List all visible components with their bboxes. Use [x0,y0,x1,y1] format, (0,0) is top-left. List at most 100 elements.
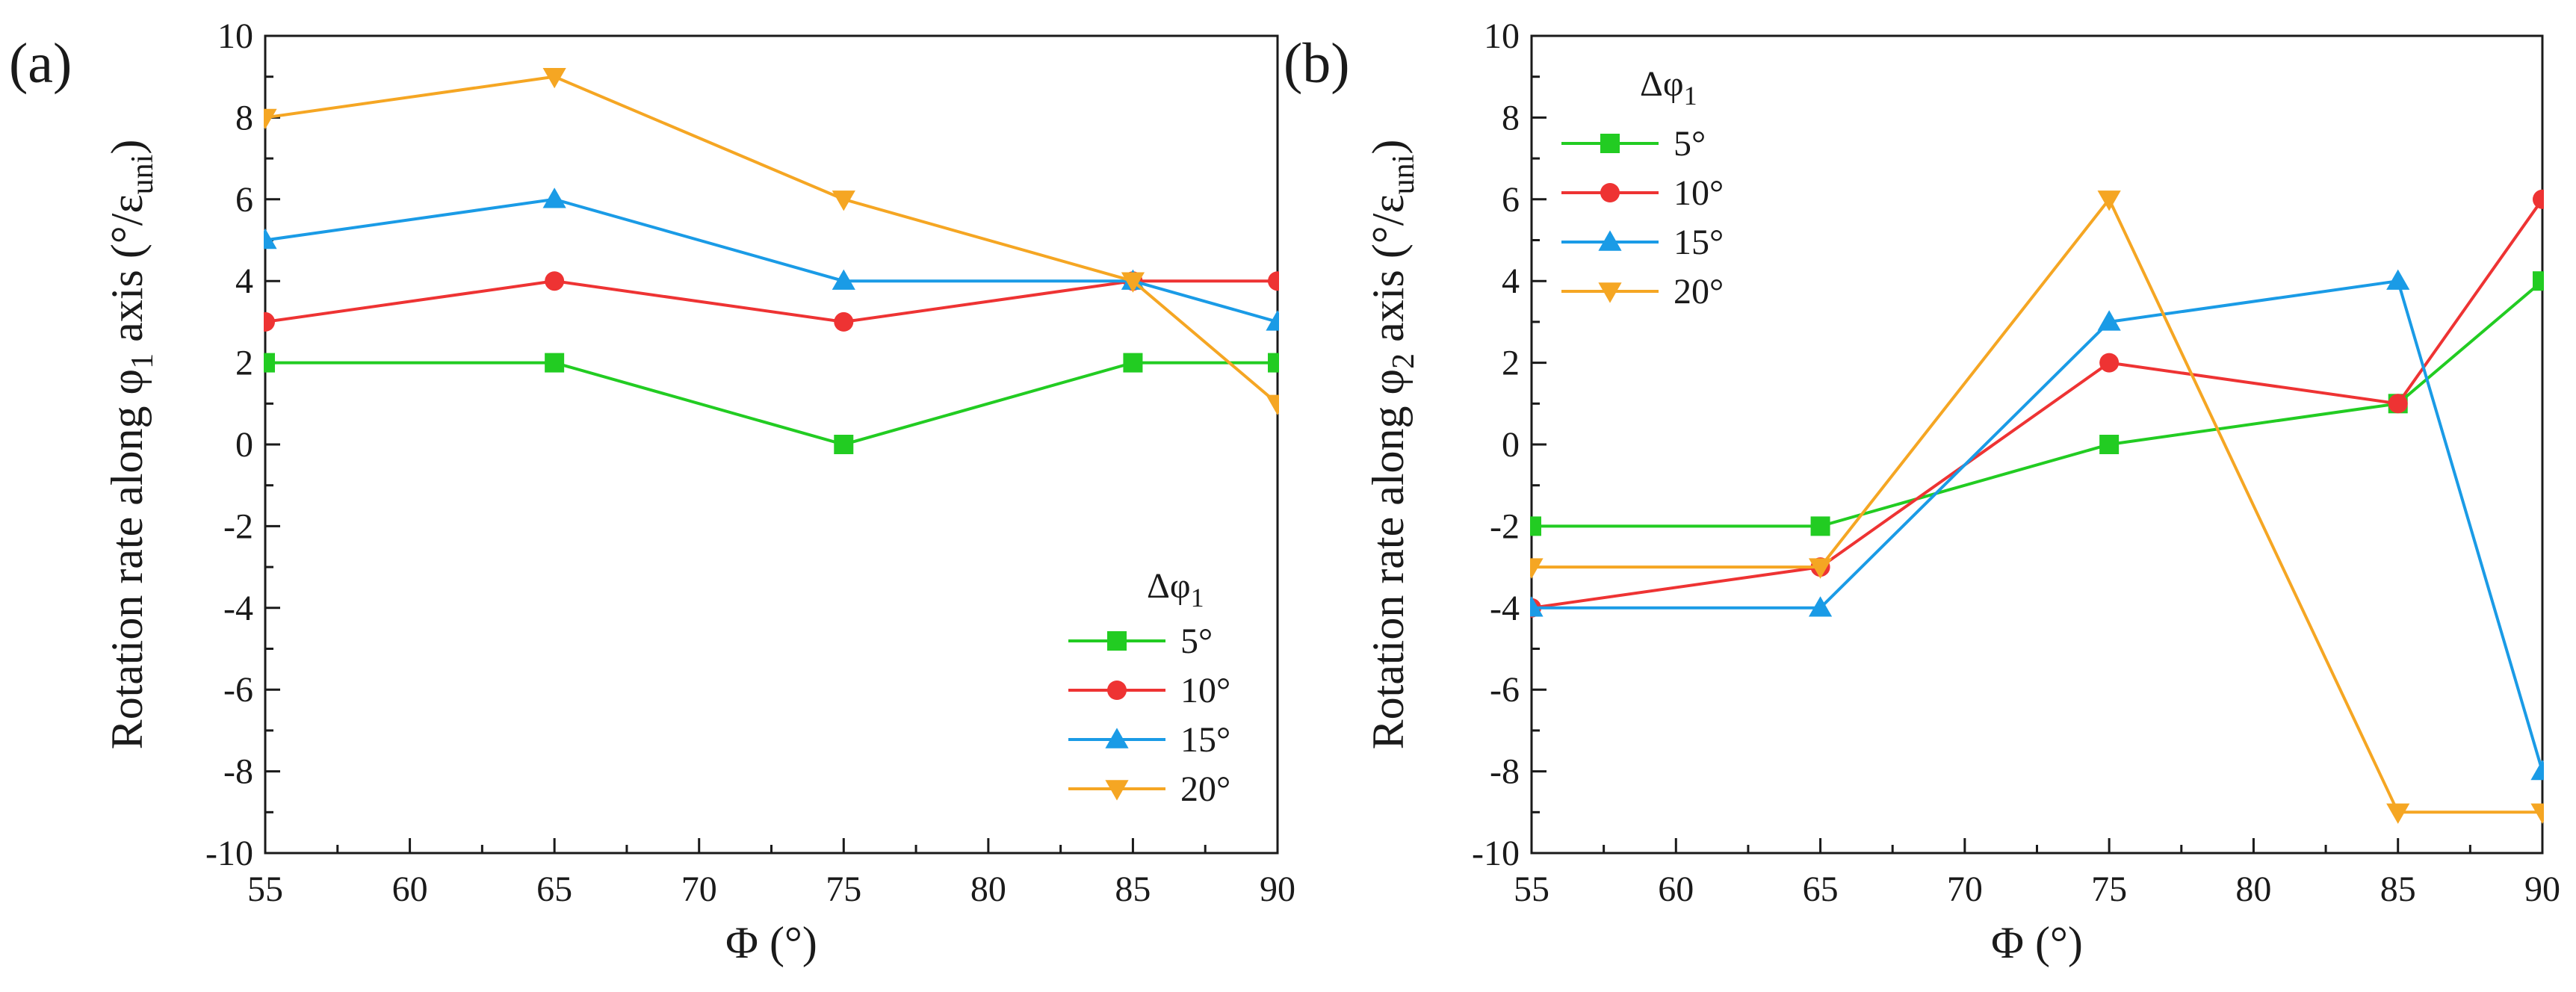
y-tick-label: 8 [235,98,253,137]
data-point [264,311,275,332]
y-tick-label: 10 [217,16,253,56]
legend-label: 5° [1674,124,1706,164]
series-line-15deg [264,197,1278,323]
data-point [2386,269,2410,290]
x-tick-label: 75 [2091,869,2127,909]
legend-label: 20° [1674,272,1724,311]
y-tick-label: -8 [223,752,253,792]
y-tick-label: -10 [1472,834,1520,873]
data-point [542,187,566,208]
x-tick-label: 65 [536,869,572,909]
x-tick-label: 80 [970,869,1006,909]
y-axis-title: Rotation rate along φ2 axis (°/εuni) [1363,140,1421,750]
y-tick-label: -6 [1490,670,1520,710]
y-tick-label: 8 [1502,98,1520,137]
legend: Δφ1 5° 10° 15° 20° [1068,566,1230,809]
y-tick-label: 2 [235,344,253,383]
data-point [545,271,565,291]
x-tick-label: 60 [1658,869,1694,909]
y-tick-label: 6 [1502,180,1520,220]
legend-marker [1107,631,1127,651]
y-tick-label: -2 [1490,506,1520,546]
x-tick-label: 55 [1514,869,1549,909]
x-tick-label: 55 [247,869,283,909]
data-point [834,311,854,332]
legend-label: 15° [1180,720,1230,760]
data-point [1808,596,1833,617]
data-point [264,228,277,249]
legend-marker [1105,780,1129,801]
legend-marker [1598,282,1622,303]
legend-marker [1598,230,1622,251]
data-point [2097,190,2121,211]
panel-label: (a) [9,32,72,95]
x-tick-label: 70 [1947,869,1983,909]
y-tick-label: -4 [223,589,253,628]
data-point [2097,310,2121,331]
data-point [545,353,565,373]
x-tick-label: 90 [2524,869,2560,909]
data-point [1268,353,1279,373]
data-point [1266,310,1279,331]
data-point [1808,558,1833,579]
y-tick-label: -6 [223,670,253,710]
legend-label: 15° [1674,223,1724,262]
y-tick-label: 2 [1502,344,1520,383]
series-group [264,68,1279,454]
legend-title: Δφ1 [1640,64,1697,111]
series-line-5deg [265,361,1278,447]
legend-label: 20° [1180,769,1230,809]
data-point [832,190,855,211]
y-axis-title: Rotation rate along φ1 axis (°/εuni) [102,140,160,750]
y-tick-label: 6 [235,180,253,220]
data-point [1530,558,1544,579]
data-point [264,353,275,373]
data-point [2099,353,2120,373]
data-point [1268,271,1279,291]
x-tick-label: 60 [392,869,428,909]
y-tick-label: -10 [205,834,253,873]
legend: Δφ1 5° 10° 15° 20° [1561,64,1724,311]
data-point [542,68,566,89]
data-point [834,435,854,454]
y-tick-label: 10 [1484,16,1520,56]
y-tick-label: -2 [223,506,253,546]
x-tick-label: 90 [1260,869,1295,909]
data-point [2533,271,2544,291]
legend-marker [1600,183,1620,202]
legend-label: 5° [1180,621,1213,661]
data-point [1530,516,1541,536]
legend-title: Δφ1 [1147,566,1204,613]
x-tick-label: 75 [826,869,861,909]
data-point [2530,803,2544,824]
data-point [2388,394,2408,414]
data-point [2533,189,2544,209]
legend-marker [1107,681,1127,700]
data-point [2099,435,2120,454]
data-point [1266,394,1279,415]
data-point [264,108,277,129]
x-tick-label: 85 [1115,869,1151,909]
data-point [2386,803,2410,824]
data-point [1810,516,1830,536]
data-point [1121,272,1145,293]
x-tick-label: 85 [2380,869,2416,909]
series-group [1530,189,2544,824]
legend-label: 10° [1180,671,1230,710]
y-tick-label: -8 [1490,752,1520,792]
legend-marker [1105,728,1129,748]
x-tick-label: 65 [1803,869,1839,909]
data-point [2530,760,2544,781]
y-tick-label: 0 [1502,425,1520,465]
x-tick-label: 70 [681,869,717,909]
plot-frame [1530,34,2544,855]
y-tick-label: -4 [1490,589,1520,628]
x-tick-label: 80 [2235,869,2271,909]
plot-frame [264,34,1279,855]
legend-label: 10° [1674,173,1724,213]
x-axis-title: Φ (°) [725,918,817,967]
x-axis-title: Φ (°) [1991,918,2083,967]
